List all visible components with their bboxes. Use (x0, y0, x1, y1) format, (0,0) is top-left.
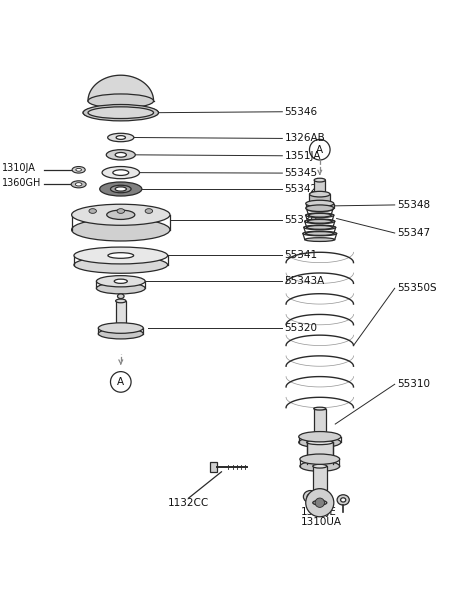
Ellipse shape (107, 210, 135, 219)
Ellipse shape (74, 257, 168, 273)
Ellipse shape (117, 294, 124, 298)
Text: 55330: 55330 (284, 216, 317, 225)
Ellipse shape (337, 495, 349, 505)
Ellipse shape (309, 201, 330, 206)
Ellipse shape (341, 498, 346, 502)
Text: 55350S: 55350S (397, 283, 437, 293)
Ellipse shape (88, 107, 154, 119)
Ellipse shape (308, 219, 332, 223)
Text: 55347: 55347 (397, 228, 430, 238)
Ellipse shape (116, 299, 126, 303)
Ellipse shape (115, 152, 126, 157)
Text: 55343A: 55343A (284, 276, 325, 286)
Text: 1351JA: 1351JA (284, 151, 321, 161)
Bar (314, 180, 325, 194)
Ellipse shape (97, 276, 145, 287)
Circle shape (315, 498, 325, 507)
Ellipse shape (72, 219, 170, 241)
Ellipse shape (313, 500, 327, 505)
Ellipse shape (114, 279, 127, 283)
Ellipse shape (307, 225, 333, 229)
Text: A: A (117, 377, 124, 387)
Bar (313, 466, 327, 489)
Ellipse shape (108, 253, 134, 258)
Ellipse shape (83, 104, 158, 121)
Ellipse shape (307, 440, 333, 445)
Ellipse shape (116, 136, 125, 139)
Ellipse shape (89, 209, 97, 213)
Ellipse shape (309, 192, 330, 197)
Ellipse shape (306, 205, 334, 211)
Ellipse shape (309, 213, 331, 217)
Text: 1310UA: 1310UA (301, 518, 342, 527)
Ellipse shape (111, 185, 131, 193)
Ellipse shape (100, 182, 142, 196)
Ellipse shape (306, 213, 334, 217)
Ellipse shape (98, 328, 143, 339)
Ellipse shape (305, 219, 335, 223)
Circle shape (306, 489, 334, 517)
Ellipse shape (304, 225, 336, 230)
Ellipse shape (83, 106, 158, 120)
Ellipse shape (113, 170, 129, 176)
Bar (314, 408, 326, 437)
Text: 1326AB: 1326AB (284, 133, 325, 144)
Text: 1310JA: 1310JA (2, 163, 36, 173)
Text: 1132CC: 1132CC (168, 498, 209, 508)
Bar (306, 203, 334, 208)
Ellipse shape (117, 209, 124, 213)
Ellipse shape (303, 231, 337, 236)
Ellipse shape (306, 200, 334, 207)
Bar (210, 462, 217, 472)
Text: A: A (316, 145, 324, 155)
Ellipse shape (108, 133, 134, 142)
Ellipse shape (307, 207, 333, 211)
Polygon shape (88, 76, 154, 101)
Ellipse shape (305, 238, 335, 241)
Bar (309, 194, 330, 203)
Text: 55341: 55341 (284, 251, 318, 260)
Ellipse shape (76, 168, 81, 171)
Text: 1360JE: 1360JE (301, 507, 337, 517)
Ellipse shape (72, 166, 85, 173)
Ellipse shape (106, 150, 135, 160)
Ellipse shape (314, 192, 325, 196)
Ellipse shape (97, 282, 145, 294)
Ellipse shape (314, 178, 325, 182)
Ellipse shape (314, 407, 326, 410)
Text: 55348: 55348 (397, 200, 430, 210)
Ellipse shape (307, 494, 314, 499)
Ellipse shape (300, 461, 340, 472)
Ellipse shape (303, 491, 317, 503)
Ellipse shape (98, 323, 143, 333)
Bar (116, 301, 126, 328)
Ellipse shape (300, 454, 340, 464)
Ellipse shape (102, 166, 139, 179)
Ellipse shape (306, 231, 334, 235)
Text: 55345: 55345 (284, 168, 318, 178)
Bar (307, 442, 333, 464)
Ellipse shape (74, 247, 168, 264)
Text: 55320: 55320 (284, 323, 317, 333)
Text: 1360GH: 1360GH (2, 178, 42, 188)
Ellipse shape (72, 204, 170, 225)
Ellipse shape (299, 432, 341, 442)
Ellipse shape (145, 209, 153, 213)
Text: 55342A: 55342A (284, 184, 325, 194)
Text: 55310: 55310 (397, 379, 430, 389)
Ellipse shape (313, 464, 327, 468)
Ellipse shape (71, 181, 86, 188)
Text: 55346: 55346 (284, 107, 318, 117)
Ellipse shape (88, 94, 154, 108)
Ellipse shape (115, 187, 126, 191)
Ellipse shape (75, 183, 82, 186)
Ellipse shape (299, 437, 341, 448)
